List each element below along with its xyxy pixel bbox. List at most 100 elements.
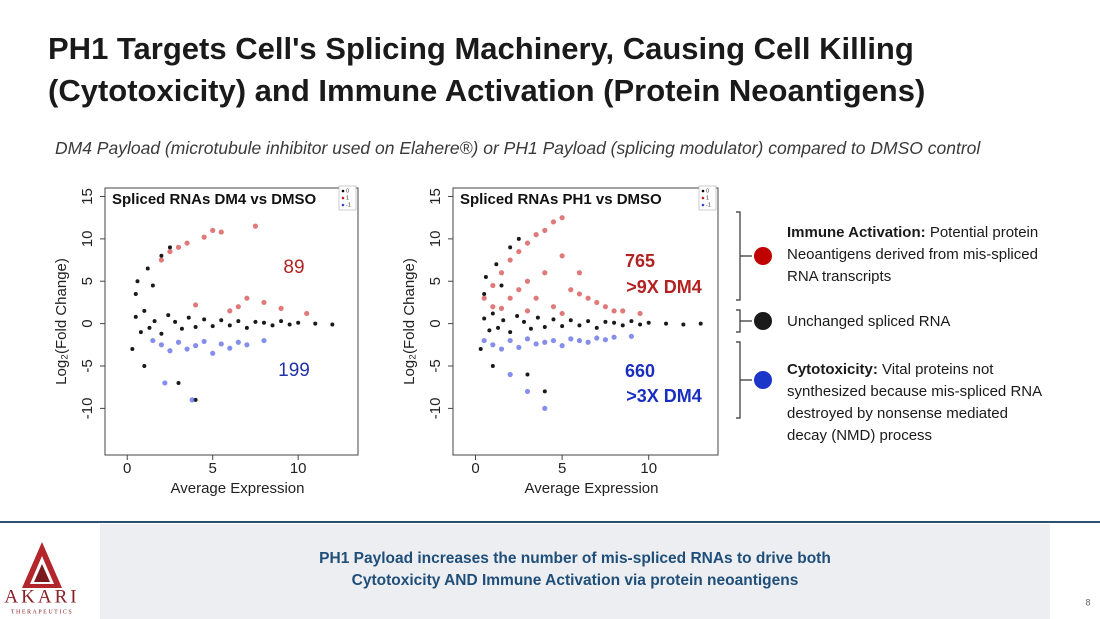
point: [202, 317, 207, 322]
point: [550, 304, 557, 310]
annotation: 765: [625, 251, 655, 271]
legend-swatch: [701, 189, 705, 193]
point: [585, 295, 591, 301]
point: [498, 270, 505, 276]
point: [193, 302, 199, 308]
point: [535, 315, 540, 320]
point: [568, 318, 573, 323]
point: [193, 397, 198, 402]
point: [533, 232, 539, 238]
point: [594, 335, 600, 341]
point: [602, 304, 609, 310]
x-tick-label: 0: [123, 460, 131, 477]
point: [533, 295, 539, 301]
point: [516, 344, 522, 350]
y-axis-label: Log₂(Fold Change): [53, 258, 70, 385]
x-tick-label: 10: [640, 460, 657, 477]
bracket: [736, 211, 752, 419]
category-dot: [754, 312, 772, 330]
point: [585, 339, 591, 345]
point: [611, 334, 617, 340]
point: [201, 338, 207, 345]
point: [620, 323, 625, 328]
point: [219, 318, 224, 323]
point: [550, 337, 557, 344]
legend-swatch: [701, 196, 705, 200]
point: [236, 319, 241, 324]
point: [524, 336, 531, 342]
point: [681, 322, 686, 327]
logo-mark: [22, 542, 62, 588]
point: [184, 346, 190, 352]
point: [167, 248, 173, 255]
point: [594, 299, 600, 306]
point: [490, 364, 495, 368]
point: [135, 279, 140, 284]
point: [507, 371, 513, 378]
point: [210, 350, 216, 356]
point: [576, 270, 583, 276]
point: [602, 337, 609, 343]
plot-frame: [104, 187, 359, 456]
point: [296, 320, 301, 325]
point: [487, 328, 492, 333]
point: [133, 314, 138, 319]
point: [603, 319, 608, 324]
y-tick-label: 15: [427, 188, 444, 205]
point: [490, 304, 496, 310]
point: [629, 319, 634, 324]
point: [330, 322, 335, 327]
x-tick-label: 5: [209, 460, 217, 477]
point: [698, 321, 703, 326]
y-tick-label: 15: [79, 188, 96, 205]
point: [482, 291, 487, 296]
annotation: >3X DM4: [626, 386, 702, 406]
y-tick-label: -10: [79, 398, 96, 420]
point: [516, 248, 522, 255]
legend-swatch: [341, 189, 345, 193]
point: [576, 337, 583, 344]
point: [524, 388, 531, 395]
point: [162, 380, 168, 386]
x-axis-label: Average Expression: [525, 480, 659, 497]
legend-label: 0: [706, 188, 709, 194]
x-axis-label: Average Expression: [171, 480, 305, 497]
y-tick-label: 0: [79, 319, 96, 327]
category-dot: [754, 247, 772, 265]
point: [646, 320, 651, 325]
point: [550, 219, 557, 225]
y-tick-label: 0: [427, 319, 444, 327]
point: [481, 295, 487, 301]
point: [158, 257, 165, 263]
legend-swatch: [341, 196, 345, 200]
point: [158, 342, 165, 348]
footer-line: PH1 Payload increases the number of mis-…: [319, 550, 831, 567]
slide-subtitle: DM4 Payload (microtubule inhibitor used …: [55, 138, 981, 158]
x-tick-label: 0: [471, 460, 479, 477]
point: [559, 310, 565, 317]
point: [522, 319, 527, 324]
point: [524, 278, 531, 284]
point: [525, 372, 530, 377]
point: [175, 244, 182, 250]
point: [304, 310, 310, 317]
point: [313, 321, 318, 326]
point: [528, 326, 533, 331]
point: [261, 299, 267, 306]
point: [261, 320, 266, 325]
category-description: Unchanged spliced RNA: [787, 313, 951, 330]
point: [179, 326, 184, 331]
point: [184, 240, 190, 246]
point: [235, 339, 241, 345]
point: [577, 323, 582, 328]
point: [210, 324, 215, 329]
point: [638, 322, 643, 327]
point: [186, 315, 191, 320]
legend-label: 0: [346, 188, 349, 194]
legend-swatch: [341, 203, 345, 207]
point: [559, 215, 565, 221]
point: [542, 405, 548, 411]
point: [167, 245, 172, 250]
